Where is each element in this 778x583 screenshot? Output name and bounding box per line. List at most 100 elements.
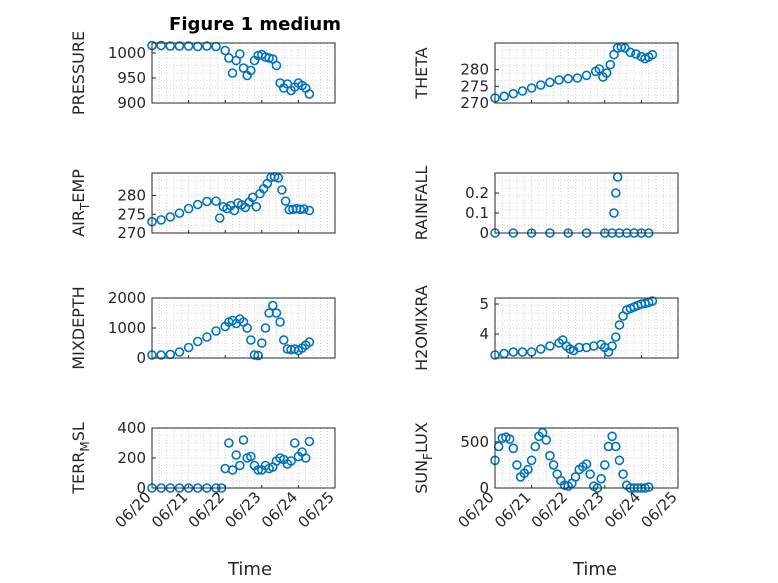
data-point: [610, 441, 621, 452]
data-point: [211, 196, 221, 206]
data-point: [537, 427, 548, 438]
data-point: [517, 347, 528, 357]
data-point: [499, 91, 509, 102]
data-point: [251, 201, 262, 212]
chart-title: Figure 1 medium: [169, 14, 341, 35]
data-point: [202, 332, 212, 342]
subplot-sun-flux: 0 500 SUNFLUX 06/2006/2106/2206/2306/2406/2…: [412, 422, 681, 531]
x-tick-label: 06/20: [455, 488, 498, 531]
data-point: [643, 482, 654, 492]
x-tick-label: 06/22: [528, 488, 571, 531]
y-tick-label: 0: [479, 224, 489, 242]
x-tick-label: 06/22: [185, 488, 228, 531]
data-point: [535, 80, 546, 90]
data-point: [563, 73, 574, 84]
y-tick-label: 1000: [108, 319, 146, 337]
y-tick-label: 0.1: [465, 204, 489, 222]
data-point: [278, 335, 289, 345]
axes-box: [494, 42, 679, 104]
data-point: [508, 347, 519, 357]
y-label-part: EMP: [69, 169, 88, 203]
data-point: [275, 317, 285, 327]
data-point: [229, 205, 240, 216]
x-tick-label: 06/21: [148, 488, 191, 531]
data-point: [214, 213, 225, 223]
data-point: [277, 185, 287, 195]
data-point: [526, 83, 537, 93]
y-axis-label: PRESSURE: [69, 31, 88, 115]
data-point: [304, 436, 315, 447]
data-point: [614, 320, 625, 330]
data-point: [517, 86, 528, 96]
data-point: [267, 300, 278, 311]
data-point: [596, 473, 606, 484]
data-point: [156, 350, 166, 360]
data-point: [508, 443, 519, 454]
data-point: [286, 456, 296, 466]
data-point: [585, 469, 595, 479]
data-point: [289, 438, 300, 448]
data-point: [247, 192, 258, 203]
y-axis-label: H2OMIXRA: [412, 285, 431, 371]
x-tick-label: 06/23: [221, 488, 264, 531]
data-point: [271, 60, 282, 71]
data-point: [260, 323, 271, 333]
y-tick-label: 0: [479, 479, 489, 497]
data-point: [570, 472, 581, 482]
subplot-h2omixra: 4 5 H2OMIXRA: [412, 285, 679, 371]
y-tick-label: 4: [479, 325, 489, 343]
y-tick-label: 275: [460, 77, 489, 95]
x-axis-label-right: Time: [572, 559, 617, 580]
data-point: [231, 450, 241, 460]
data-point: [238, 435, 249, 445]
y-tick-label: 280: [460, 61, 489, 79]
data-point: [183, 41, 194, 51]
data-point: [246, 335, 256, 345]
y-tick-label: 280: [117, 187, 146, 205]
y-tick-label: 400: [117, 419, 146, 437]
y-axis-label: MIXDEPTH: [69, 286, 88, 369]
data-point: [607, 341, 617, 351]
data-point: [246, 65, 256, 76]
x-tick-label: 06/25: [638, 488, 681, 531]
data-point: [523, 464, 533, 475]
y-label-part: TERR: [69, 452, 88, 495]
data-point: [235, 49, 245, 59]
data-point: [211, 326, 221, 336]
y-tick-label: 950: [117, 69, 146, 87]
data-point: [512, 460, 522, 470]
x-tick-label: 06/20: [112, 488, 155, 531]
data-point: [165, 41, 176, 51]
y-axis-label: AIRTEMP: [69, 169, 92, 237]
data-point: [249, 350, 260, 360]
y-tick-label: 270: [460, 94, 489, 112]
x-tick-label: 06/21: [491, 488, 534, 531]
x-tick-label: 06/24: [601, 488, 644, 531]
subplot-rainfall: 0 0.1 0.2 RAINFALL: [412, 166, 679, 242]
axes-box: [151, 172, 336, 234]
y-label-subscript: F: [421, 453, 435, 460]
data-point: [156, 40, 166, 51]
y-label-part: LUX: [412, 422, 431, 453]
data-point: [273, 173, 284, 183]
y-label-part: SUN: [412, 460, 431, 494]
y-tick-label: 0: [136, 479, 146, 497]
x-tick-label: 06/25: [295, 488, 338, 531]
data-point: [647, 296, 658, 306]
data-point: [242, 323, 252, 333]
y-label-part: AIR: [69, 210, 88, 237]
data-point: [594, 64, 605, 74]
data-point: [165, 212, 176, 222]
data-point: [530, 441, 541, 452]
y-tick-label: 900: [117, 94, 146, 112]
data-point: [300, 453, 311, 463]
data-point: [227, 68, 238, 78]
data-point: [235, 460, 245, 471]
data-point: [299, 204, 309, 214]
axes-box: [494, 427, 679, 489]
y-tick-label: 270: [117, 224, 146, 242]
y-tick-label: 1000: [108, 44, 146, 62]
data-point: [192, 199, 203, 210]
